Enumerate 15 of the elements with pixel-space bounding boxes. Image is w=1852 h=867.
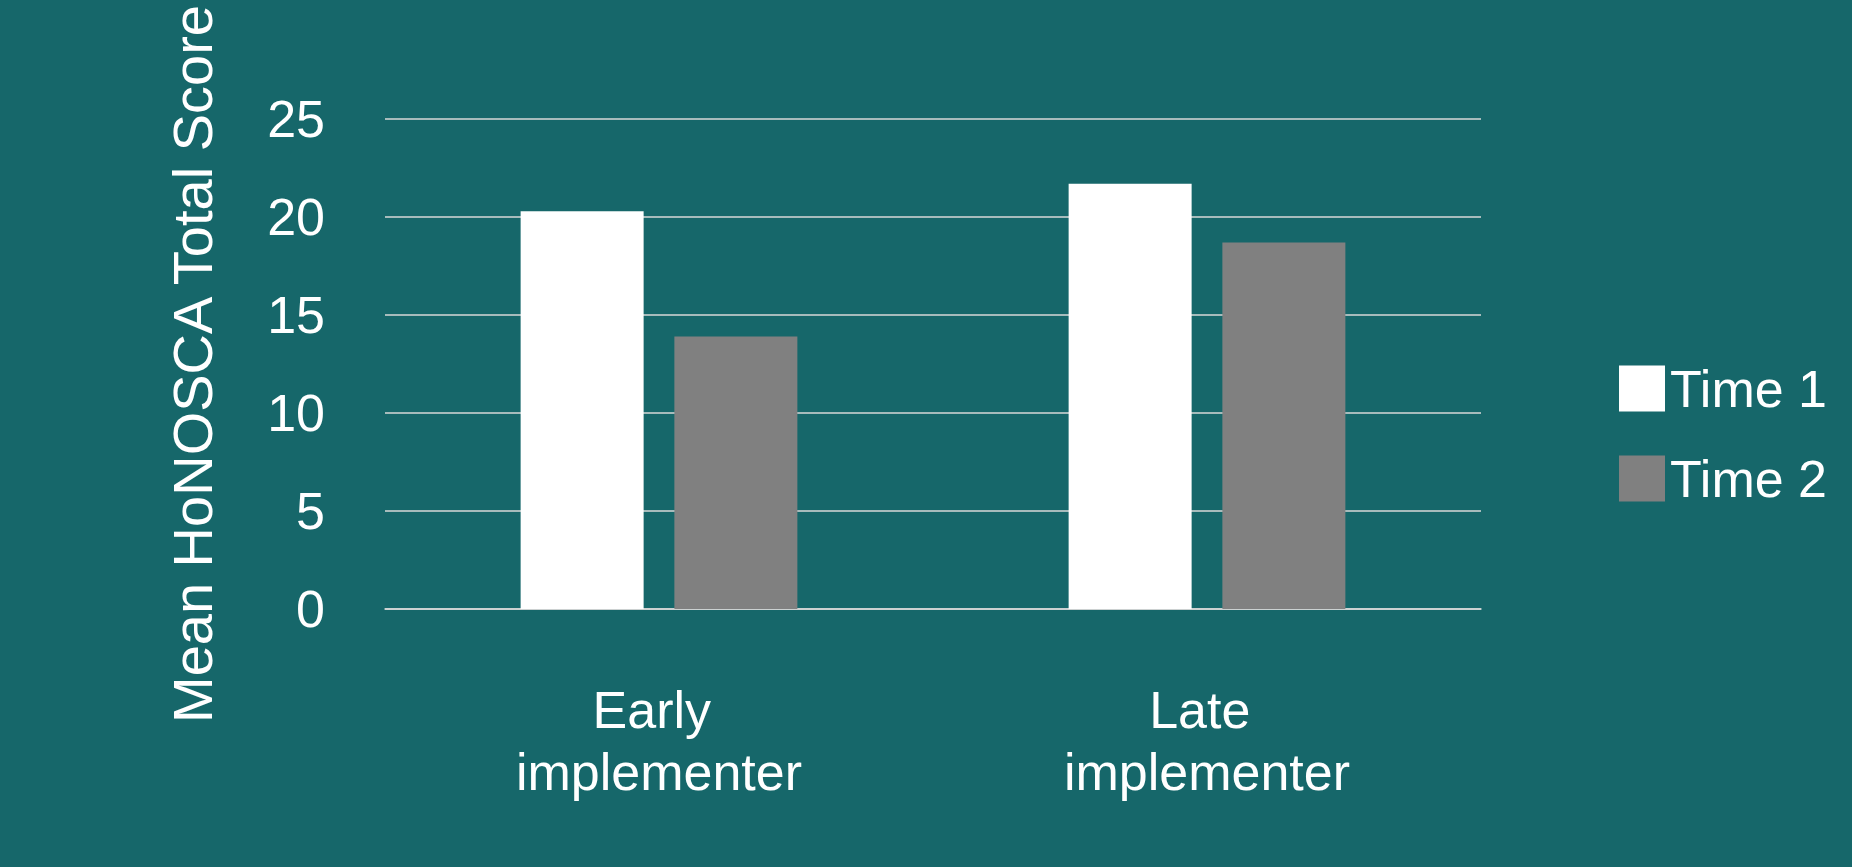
y-tick-label: 25 (267, 90, 325, 149)
x-tick-label: Late implementer (1063, 681, 1351, 801)
x-tick-label: Early implementer (515, 681, 803, 801)
y-axis-title: Mean HoNOSCA Total Score (160, 5, 224, 724)
bar (1222, 242, 1346, 609)
legend-label: Time 1 (1670, 359, 1828, 418)
bar (520, 211, 644, 609)
y-tick-label: 5 (296, 482, 325, 541)
y-tick-label: 0 (296, 580, 325, 638)
bar (674, 336, 798, 609)
legend-label: Time 2 (1670, 449, 1828, 508)
y-tick-label: 10 (267, 384, 325, 443)
y-tick-label: 20 (267, 188, 325, 247)
y-tick-label: 15 (267, 286, 325, 345)
bar (1068, 183, 1192, 609)
